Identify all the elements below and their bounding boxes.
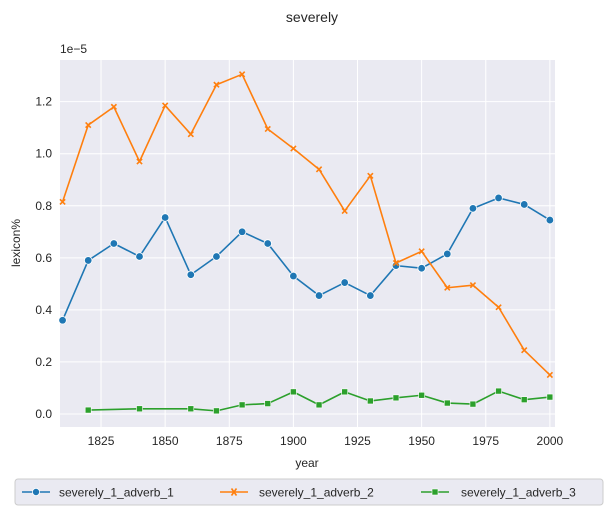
legend-item-severely_1_adverb_3: severely_1_adverb_3 — [421, 486, 576, 500]
y-tick-label: 1.0 — [35, 147, 52, 161]
y-tick-label: 1.2 — [35, 95, 52, 109]
data-point — [136, 158, 143, 165]
data-point — [84, 256, 93, 265]
data-point — [367, 172, 374, 179]
data-point — [290, 145, 297, 152]
x-tick-label: 1950 — [408, 434, 435, 448]
legend-item-severely_1_adverb_2: severely_1_adverb_2 — [220, 486, 374, 500]
data-point — [84, 406, 92, 414]
data-point — [341, 207, 348, 215]
legend-label-3: severely_1_adverb_3 — [461, 486, 576, 500]
data-point — [161, 102, 169, 109]
data-point — [469, 281, 477, 289]
x-tick-label: 1900 — [280, 434, 307, 448]
data-point — [520, 396, 528, 403]
legend-item-severely_1_adverb_1: severely_1_adverb_1 — [22, 486, 174, 500]
data-point — [495, 304, 502, 311]
data-point — [264, 125, 271, 133]
tick-labels: 1825 1850 1875 1900 1925 1950 1975 2000 0.0 0.2 0.… — [35, 95, 563, 448]
data-point — [392, 259, 400, 267]
data-point — [443, 399, 451, 407]
x-tick-label: 1975 — [472, 434, 499, 448]
data-point — [443, 249, 452, 259]
series-severely_1_adverb_3 — [84, 387, 554, 415]
data-point — [314, 291, 324, 300]
x-tick-label: 1825 — [88, 434, 115, 448]
series-line — [61, 73, 551, 376]
data-point — [367, 397, 374, 405]
data-point — [110, 103, 118, 111]
legend-label-2: severely_1_adverb_2 — [259, 486, 374, 500]
data-point — [238, 71, 246, 78]
legend-frame — [14, 478, 604, 506]
series-layer — [58, 71, 555, 415]
data-point — [135, 252, 144, 261]
data-point — [315, 401, 323, 409]
data-point — [59, 198, 66, 206]
data-point — [315, 166, 323, 173]
legend-marker-1 — [32, 487, 41, 496]
legend-marker-3 — [431, 488, 439, 496]
legend-label-1: severely_1_adverb_1 — [59, 486, 174, 500]
data-point — [187, 131, 194, 138]
data-point — [545, 215, 555, 225]
chart-title: severely — [286, 9, 338, 25]
data-point — [546, 371, 554, 379]
data-point — [341, 388, 348, 396]
data-point — [520, 200, 529, 209]
x-tick-label: 2000 — [537, 434, 564, 448]
data-point — [263, 239, 272, 248]
data-point — [340, 278, 349, 287]
data-point — [290, 388, 297, 396]
y-tick-label: 0.0 — [35, 407, 52, 421]
data-point — [469, 400, 477, 408]
data-point — [546, 393, 554, 401]
data-point — [392, 394, 400, 402]
data-point — [213, 407, 220, 415]
y-tick-label: 0.4 — [35, 303, 52, 317]
legend-marker-2 — [230, 488, 238, 496]
data-point — [58, 316, 67, 325]
plot-area — [60, 60, 555, 427]
x-tick-label: 1850 — [152, 434, 179, 448]
legend: severely_1_adverb_1 severely_1_adverb_2 … — [14, 478, 604, 506]
y-tick-label: 0.6 — [35, 251, 52, 265]
data-point — [418, 248, 425, 255]
x-axis-label: year — [295, 456, 318, 470]
data-point — [136, 405, 143, 413]
data-point — [468, 204, 478, 213]
data-point — [418, 391, 425, 399]
data-point — [444, 284, 451, 291]
y-tick-label: 0.2 — [35, 355, 52, 369]
data-point — [521, 347, 528, 354]
data-point — [289, 271, 298, 281]
data-point — [212, 252, 221, 261]
x-tick-label: 1925 — [344, 434, 371, 448]
y-axis-label: lexicon% — [9, 219, 23, 267]
series-severely_1_adverb_1 — [58, 193, 555, 325]
series-line — [61, 197, 551, 321]
x-tick-label: 1875 — [216, 434, 243, 448]
data-point — [187, 405, 195, 413]
data-point — [237, 227, 247, 236]
data-point — [495, 387, 502, 395]
y-axis-offset-label: 1e−5 — [60, 42, 87, 56]
data-point — [186, 270, 196, 279]
data-point — [417, 264, 426, 273]
data-point — [264, 400, 272, 407]
y-tick-label: 0.8 — [35, 199, 52, 213]
data-point — [366, 291, 375, 300]
series-severely_1_adverb_2 — [59, 71, 554, 379]
data-point — [213, 81, 220, 88]
data-point — [109, 239, 119, 248]
data-point — [85, 121, 92, 129]
data-point — [160, 213, 170, 222]
data-point — [238, 401, 246, 409]
data-point — [494, 193, 503, 203]
